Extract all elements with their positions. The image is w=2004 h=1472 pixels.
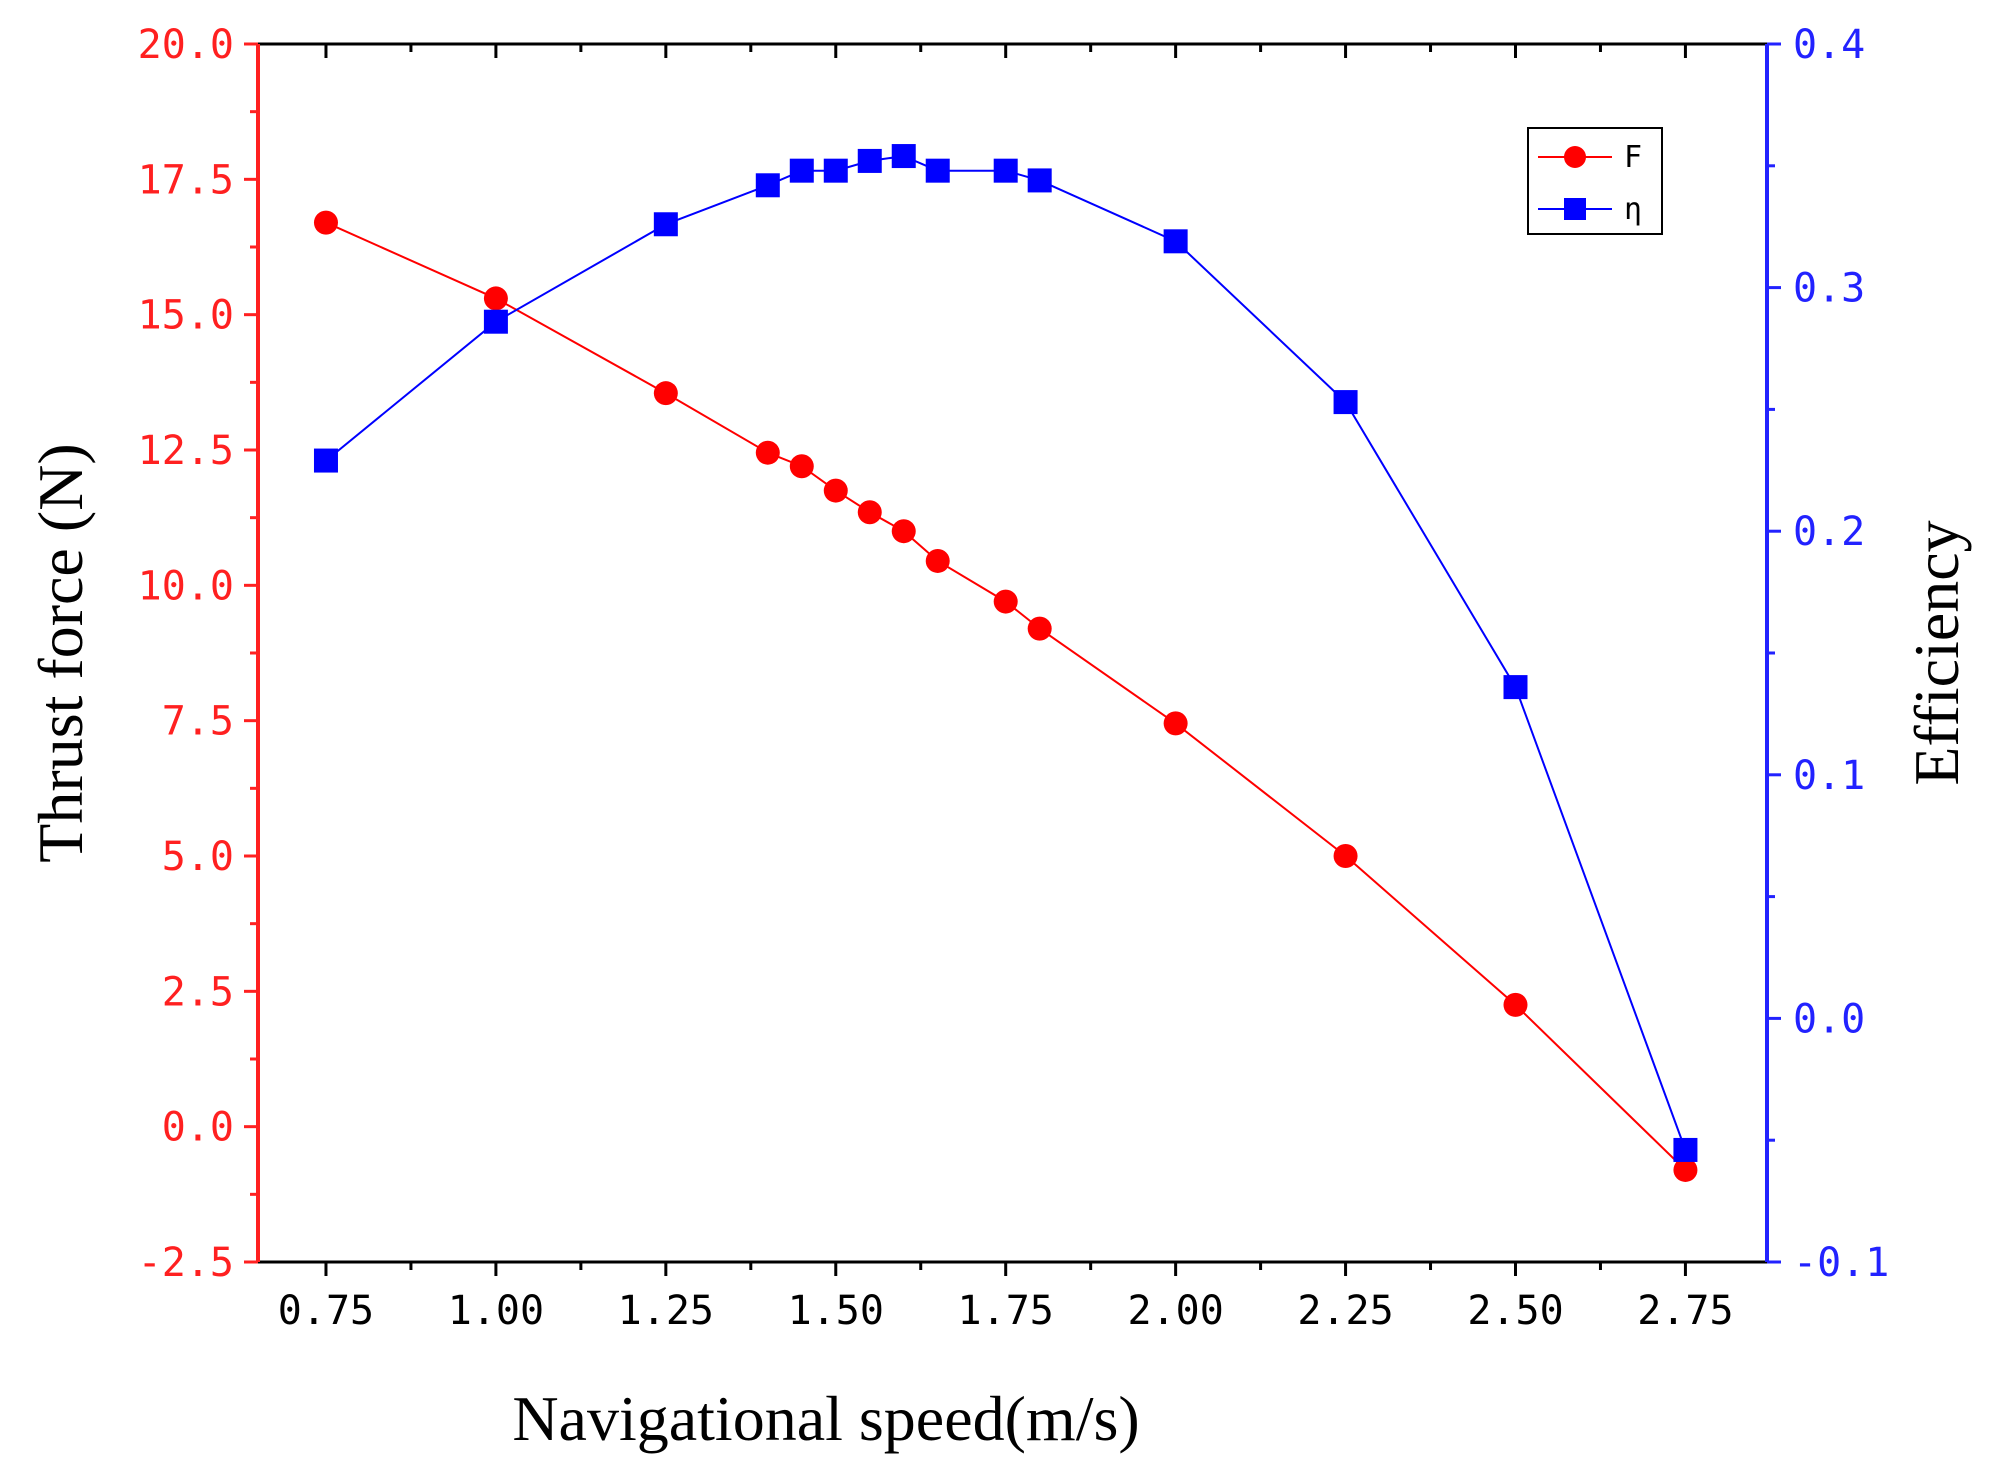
bottom-tick-label: 2.00	[1127, 1288, 1223, 1334]
bottom-tick-label: 0.75	[278, 1288, 374, 1334]
data-point-F	[1333, 844, 1358, 868]
left-tick-label: 15.0	[138, 293, 234, 339]
left-tick-label: 7.5	[162, 699, 234, 745]
data-point-eta	[857, 148, 882, 173]
right-tick-label: 0.0	[1793, 996, 1865, 1042]
left-tick-label: 12.5	[138, 428, 234, 474]
legend-label-eta: η	[1624, 192, 1642, 227]
legend-marker-F	[1564, 146, 1586, 168]
legend-label-F: F	[1624, 140, 1642, 175]
data-point-eta	[313, 448, 338, 473]
data-point-eta	[1027, 168, 1052, 193]
right-tick-label: 0.1	[1793, 753, 1865, 799]
data-point-eta	[1163, 229, 1188, 254]
data-point-eta	[891, 144, 916, 169]
data-point-F	[891, 519, 916, 544]
data-point-eta	[755, 173, 780, 198]
left-tick-label: 0.0	[162, 1105, 234, 1151]
left-tick-label: 10.0	[138, 563, 234, 609]
bottom-axis-ticks: 0.75 1.00 1.25 1.50 1.75 2.00 2.25 2.50 2.75	[278, 1262, 1734, 1334]
bottom-tick-label: 1.25	[618, 1288, 714, 1334]
left-tick-label: 20.0	[138, 22, 234, 68]
data-point-F	[755, 440, 780, 465]
data-point-F	[1503, 992, 1528, 1017]
bottom-tick-label: 2.25	[1297, 1288, 1393, 1334]
left-tick-label: 2.5	[162, 969, 234, 1015]
right-tick-label: 0.4	[1793, 22, 1865, 68]
data-point-eta	[789, 158, 814, 183]
data-point-eta	[653, 212, 678, 237]
data-point-eta	[993, 158, 1018, 183]
bottom-tick-label: 2.50	[1467, 1288, 1563, 1334]
bottom-tick-label: 1.75	[958, 1288, 1054, 1334]
data-point-eta	[925, 158, 950, 183]
bottom-tick-label: 2.75	[1637, 1288, 1733, 1334]
right-tick-label: 0.2	[1793, 509, 1865, 555]
legend: F η	[1527, 127, 1663, 235]
series-layer	[313, 144, 1698, 1182]
data-point-F	[993, 589, 1018, 614]
data-point-F	[653, 381, 678, 406]
data-point-eta	[823, 158, 848, 183]
y-right-axis-title: Efficiency	[1901, 520, 1972, 785]
y-left-axis-title: Thrust force (N)	[25, 443, 96, 862]
data-point-F	[483, 286, 508, 311]
left-tick-label: 17.5	[138, 157, 234, 203]
bottom-tick-label: 1.50	[788, 1288, 884, 1334]
data-point-F	[313, 210, 338, 235]
bottom-tick-label: 1.00	[448, 1288, 544, 1334]
data-point-F	[823, 478, 848, 503]
left-axis-ticks: -2.5 0.0 2.5 5.0 7.5 10.0 12.5 15.0 17.5 20.0	[138, 22, 258, 1286]
left-tick-label: -2.5	[138, 1240, 234, 1286]
data-point-F	[789, 454, 814, 479]
data-point-eta	[1673, 1137, 1698, 1162]
data-point-F	[1027, 616, 1052, 641]
top-axis-ticks	[324, 44, 1687, 58]
data-point-eta	[1333, 390, 1358, 415]
series-line-eta	[325, 155, 1687, 1151]
data-point-F	[925, 548, 950, 573]
left-tick-label: 5.0	[162, 834, 234, 880]
data-point-eta	[483, 309, 508, 334]
data-point-F	[857, 500, 882, 525]
data-point-eta	[1503, 675, 1528, 700]
legend-marker-eta	[1564, 198, 1586, 220]
data-point-F	[1673, 1157, 1698, 1182]
x-axis-title: Navigational speed(m/s)	[512, 1383, 1139, 1454]
right-axis-ticks: -0.1 0.0 0.1 0.2 0.3 0.4	[1767, 22, 1889, 1286]
data-point-F	[1163, 711, 1188, 736]
right-tick-label: -0.1	[1793, 1240, 1889, 1286]
right-tick-label: 0.3	[1793, 266, 1865, 312]
legend-box	[1527, 127, 1663, 235]
series-line-F	[325, 221, 1687, 1171]
